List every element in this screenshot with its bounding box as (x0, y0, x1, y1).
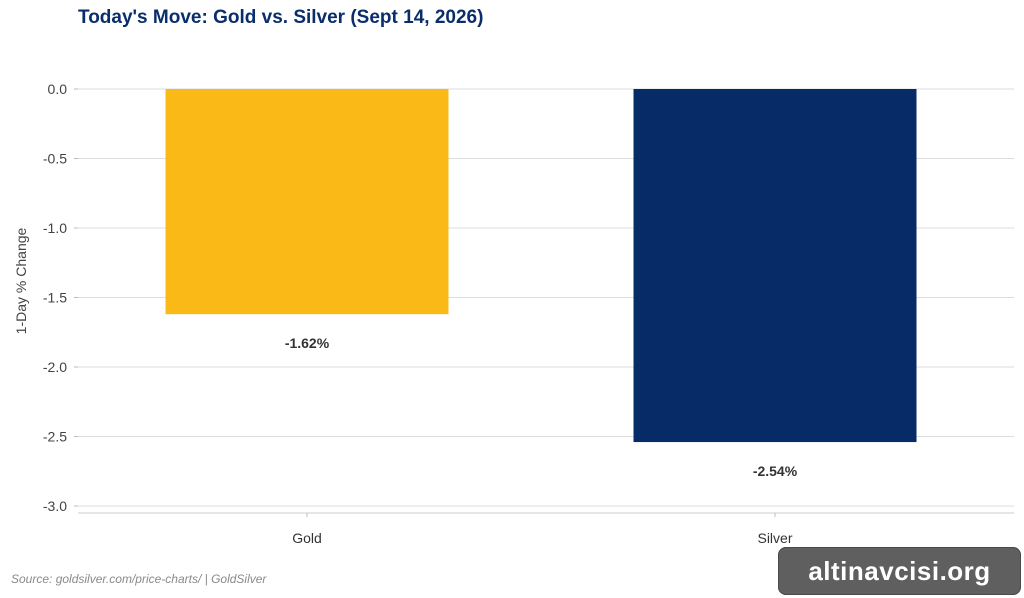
data-labels: -1.62% -2.54% (285, 335, 798, 479)
x-axis-ticks: Gold Silver (292, 513, 793, 546)
y-tick-label: -2.5 (43, 429, 67, 445)
bar-gold (165, 89, 449, 315)
y-axis-label: 1-Day % Change (13, 227, 29, 334)
y-tick-label: -0.5 (43, 151, 67, 167)
chart-title: Today's Move: Gold vs. Silver (Sept 14, … (78, 7, 484, 28)
bars (165, 89, 917, 443)
x-tick-label-gold: Gold (292, 530, 322, 546)
data-label-silver: -2.54% (753, 463, 798, 479)
source-note: Source: goldsilver.com/price-charts/ | G… (11, 572, 267, 586)
y-tick-label: -1.0 (43, 220, 67, 236)
y-axis-ticks: 0.0 -0.5 -1.0 -1.5 -2.0 -2.5 -3.0 (43, 81, 78, 514)
y-tick-label: -1.5 (43, 290, 67, 306)
bar-silver (633, 89, 917, 443)
y-tick-label: 0.0 (48, 81, 68, 97)
data-label-gold: -1.62% (285, 335, 330, 351)
y-tick-label: -2.0 (43, 359, 67, 375)
x-tick-label-silver: Silver (757, 530, 792, 546)
watermark-logo: altinavcisi.org (778, 547, 1021, 595)
y-tick-label: -3.0 (43, 498, 67, 514)
